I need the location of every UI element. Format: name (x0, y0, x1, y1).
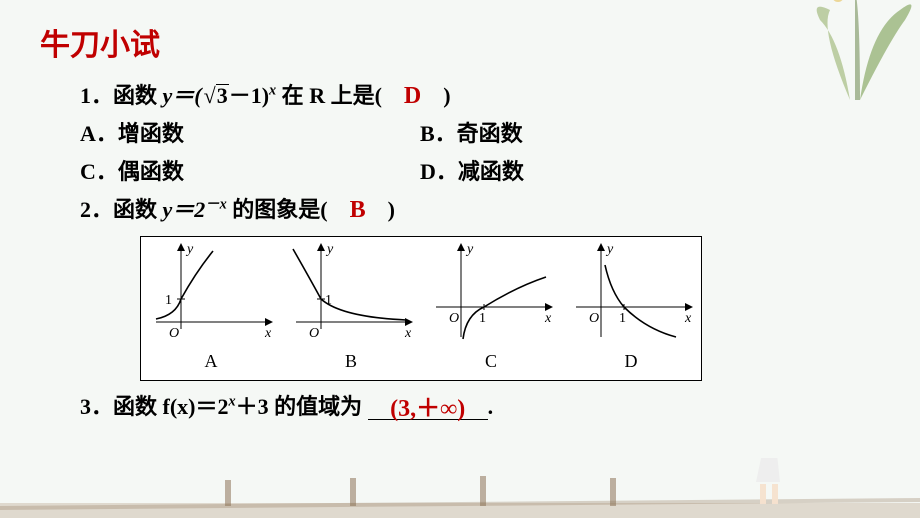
graph-row: y x O 1 (141, 237, 701, 347)
q1-options-row2: C．偶函数 D．减函数 (80, 154, 860, 186)
q2-tail: 的图象是( (232, 197, 349, 222)
q3-label: 3．函数 f(x)＝ (80, 394, 217, 419)
svg-text:O: O (589, 311, 599, 326)
q3-period: . (488, 394, 494, 419)
question-2: 2．函数 y＝2－x 的图象是( B ) (80, 192, 860, 224)
question-1: 1．函数 y＝(√3－1)x 在 R 上是( D ) (80, 78, 860, 110)
svg-text:x: x (684, 311, 692, 326)
q1-opt-b: B．奇函数 (420, 116, 523, 148)
question-3: 3．函数 f(x)＝2x＋3 的值域为 (3,＋∞). (80, 389, 860, 421)
q2-tail2: ) (366, 197, 395, 222)
q3-base: 2 (217, 394, 228, 419)
svg-text:1: 1 (619, 311, 626, 326)
svg-text:x: x (264, 326, 272, 341)
svg-text:x: x (544, 311, 552, 326)
q1-tail3: ) (421, 83, 450, 108)
svg-text:O: O (309, 326, 319, 341)
sqrt-icon: √3 (202, 83, 229, 109)
svg-text:1: 1 (165, 293, 172, 308)
q2-label: 2．函数 (80, 197, 163, 222)
graph-labels: A B C D (141, 347, 701, 380)
q1-func-right: －1) (229, 83, 269, 108)
q1-opt-c: C．偶函数 (80, 154, 420, 186)
q1-tail2: 上是( (325, 83, 404, 108)
svg-text:y: y (185, 242, 194, 257)
section-title: 牛刀小试 (40, 20, 860, 64)
svg-text:x: x (404, 326, 412, 341)
q2-exp: －x (205, 197, 226, 213)
q1-func-left: y＝( (163, 83, 202, 108)
q3-blank: (3,＋∞) (368, 395, 488, 420)
decorative-bridge-bottom (0, 458, 920, 518)
svg-text:O: O (169, 326, 179, 341)
q3-answer: (3,＋∞) (390, 396, 465, 422)
graph-b: y x O 1 (281, 237, 421, 347)
q1-label: 1．函数 (80, 83, 163, 108)
q1-exp: x (269, 83, 276, 99)
q1-tail: 在 (282, 83, 310, 108)
slide-content: 牛刀小试 1．函数 y＝(√3－1)x 在 R 上是( D ) A．增函数 B．… (40, 20, 860, 427)
q3-plus: ＋3 (236, 394, 269, 419)
graph-label-a: A (141, 347, 281, 380)
q1-opt-d: D．减函数 (420, 154, 524, 186)
q2-func: y＝2 (163, 197, 206, 222)
graph-label-d: D (561, 347, 701, 380)
svg-text:y: y (465, 242, 474, 257)
graph-c: y x O 1 (421, 237, 561, 347)
q1-opt-a: A．增函数 (80, 116, 420, 148)
graph-d: y x O 1 (561, 237, 701, 347)
q1-options-row1: A．增函数 B．奇函数 (80, 116, 860, 148)
graph-options-box: y x O 1 (140, 236, 702, 381)
question-block: 1．函数 y＝(√3－1)x 在 R 上是( D ) A．增函数 B．奇函数 C… (80, 78, 860, 421)
graph-a: y x O 1 (141, 237, 281, 347)
graph-label-b: B (281, 347, 421, 380)
q1-answer: D (404, 83, 421, 109)
q1-domain: R (309, 83, 325, 108)
q2-answer: B (350, 197, 366, 223)
svg-text:y: y (605, 242, 614, 257)
svg-text:1: 1 (479, 311, 486, 326)
svg-text:O: O (449, 311, 459, 326)
graph-label-c: C (421, 347, 561, 380)
svg-text:y: y (325, 242, 334, 257)
q3-exp: x (228, 394, 235, 410)
q3-mid: 的值域为 (274, 394, 362, 419)
